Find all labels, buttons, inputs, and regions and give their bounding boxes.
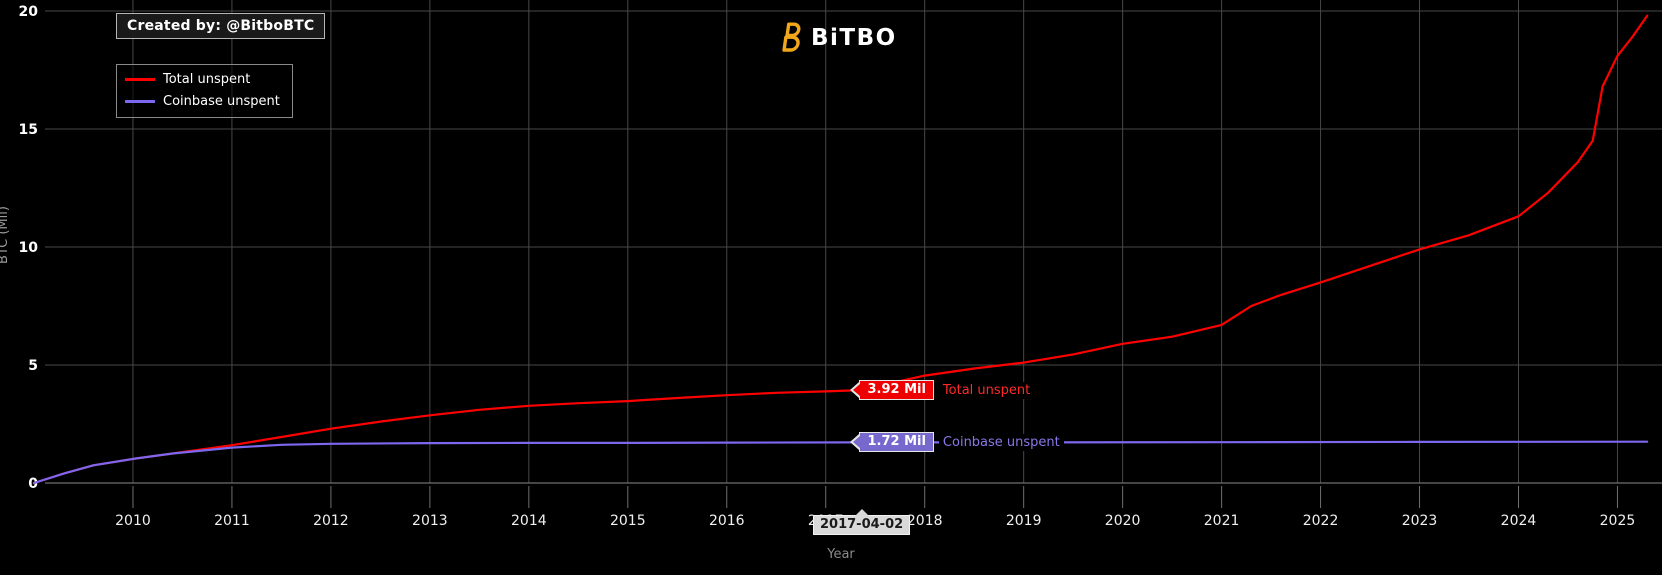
y-axis-tick-label: 10 xyxy=(19,240,39,256)
x-axis-tick-label: 2012 xyxy=(313,513,349,529)
y-axis-tick-label: 0 xyxy=(28,476,38,492)
x-axis-tick-label: 2010 xyxy=(115,513,151,529)
tooltip-series-label: Total unspent xyxy=(938,381,1035,399)
y-axis-tick-label: 20 xyxy=(19,4,39,20)
tooltip-series-label: Coinbase unspent xyxy=(938,433,1064,451)
legend: Total unspent Coinbase unspent xyxy=(116,64,293,118)
legend-swatch-total-unspent xyxy=(125,78,155,81)
x-axis-tick-label: 2013 xyxy=(412,513,448,529)
tooltip-total-unspent: 3.92 Mil Total unspent xyxy=(850,379,1035,401)
legend-label: Total unspent xyxy=(163,72,251,87)
x-axis-tick-label: 2016 xyxy=(709,513,745,529)
x-axis-tick-label: 2018 xyxy=(907,513,943,529)
y-axis-tick-label: 5 xyxy=(28,358,38,374)
x-axis-tick-label: 2021 xyxy=(1204,513,1240,529)
x-axis-tick-label: 2020 xyxy=(1105,513,1141,529)
x-axis-date-marker: 2017-04-02 xyxy=(813,509,911,535)
x-axis-tick-label: 2014 xyxy=(511,513,547,529)
x-axis-tick-label: 2024 xyxy=(1501,513,1537,529)
y-axis-tick-label: 15 xyxy=(19,122,38,138)
x-axis-tick-label: 2019 xyxy=(1006,513,1042,529)
y-axis-title: BTC (Mil) xyxy=(0,206,11,264)
tooltip-coinbase-unspent: 1.72 Mil Coinbase unspent xyxy=(850,431,1064,453)
marker-date: 2017-04-02 xyxy=(820,517,904,532)
tooltip-arrow-icon xyxy=(850,434,860,451)
legend-item-coinbase-unspent[interactable]: Coinbase unspent xyxy=(125,94,280,109)
x-axis-tick-label: 2011 xyxy=(214,513,250,529)
tooltip-arrow-icon xyxy=(850,382,860,399)
x-axis-tick-label: 2015 xyxy=(610,513,646,529)
marker-up-arrow-icon xyxy=(854,509,869,516)
series-line-total-unspent xyxy=(32,14,1649,485)
legend-item-total-unspent[interactable]: Total unspent xyxy=(125,72,280,87)
bitbo-logo: BiTBO xyxy=(778,22,897,54)
tooltip-value: 3.92 Mil xyxy=(859,380,934,401)
x-axis-tick-label: 2022 xyxy=(1303,513,1339,529)
bitbo-logo-icon xyxy=(782,22,801,52)
tooltip-value: 1.72 Mil xyxy=(859,432,934,453)
x-axis-tick-label: 2025 xyxy=(1600,513,1636,529)
legend-label: Coinbase unspent xyxy=(163,94,280,109)
x-axis-title: Year xyxy=(826,547,855,562)
series-line-coinbase-unspent xyxy=(32,440,1649,485)
legend-swatch-coinbase-unspent xyxy=(125,100,155,103)
created-by-badge: Created by: @BitboBTC xyxy=(116,13,326,39)
bitbo-logo-text: BiTBO xyxy=(811,25,897,51)
x-axis-tick-label: 2023 xyxy=(1402,513,1438,529)
